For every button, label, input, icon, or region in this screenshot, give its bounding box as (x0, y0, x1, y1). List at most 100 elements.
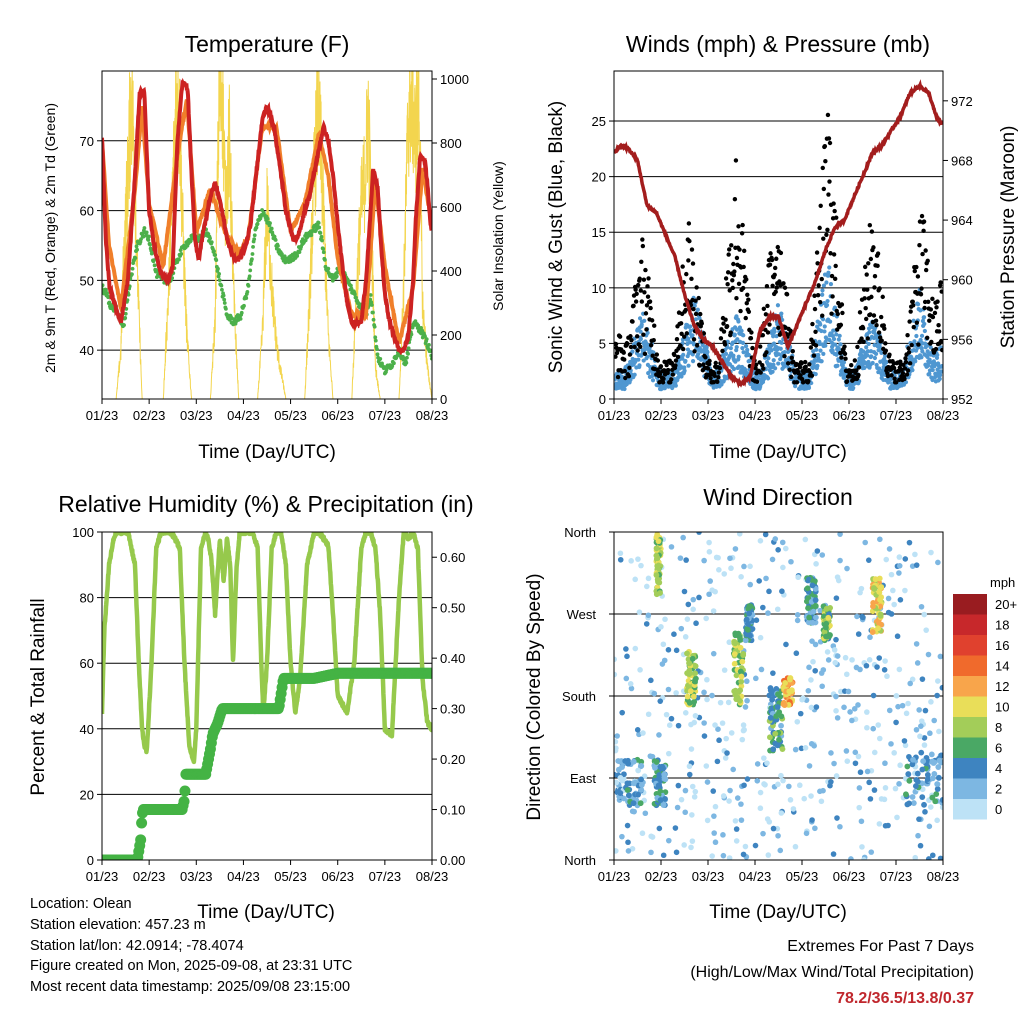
wind-direction-point (788, 687, 795, 694)
sonic-wind-point (865, 353, 870, 358)
wind-direction-point (674, 804, 681, 811)
gust-point (765, 303, 770, 309)
wind-direction-point (823, 605, 830, 612)
gust-point (689, 247, 695, 252)
dewpoint-point (122, 323, 126, 328)
wind-direction-point (897, 762, 903, 769)
sonic-wind-point (835, 363, 840, 368)
gust-point (790, 348, 795, 354)
dewpoint-point (273, 238, 278, 242)
wind-direction-point (704, 779, 711, 785)
gust-point (716, 370, 722, 375)
wind-direction-point (810, 658, 816, 665)
wind-direction-point (834, 715, 841, 721)
wind-direction-point (654, 532, 661, 538)
dewpoint-point (106, 295, 111, 300)
dewpoint-point (320, 238, 324, 243)
wind-direction-point (684, 616, 691, 622)
wind-direction-point (834, 574, 841, 580)
gust-point (623, 375, 628, 381)
precipitation-point (179, 785, 191, 797)
wind-direction-point (756, 578, 762, 584)
wind-direction-point (894, 814, 900, 821)
wind-direction-point (716, 737, 722, 744)
sonic-wind-point (830, 348, 835, 353)
temperature-title: Temperature (F) (185, 31, 350, 57)
wind-direction-point (934, 817, 940, 824)
gust-point (930, 314, 936, 320)
wind-direction-point (920, 758, 927, 765)
gust-point (767, 262, 773, 267)
wind-direction-point (921, 742, 928, 748)
sonic-wind-point (636, 357, 641, 362)
wind-direction-point (635, 767, 642, 774)
wind-direction-point (689, 783, 696, 790)
wind-direction-point (742, 704, 749, 710)
wind-direction-point (844, 565, 850, 572)
wind-direction-point (812, 667, 819, 674)
gust-point (638, 344, 643, 350)
sonic-wind-point (697, 316, 702, 321)
wind-direction-point (686, 699, 693, 706)
gust-point (904, 372, 910, 377)
wind-direction-y-label: Direction (Colored By Speed) (524, 573, 545, 820)
sonic-wind-point (774, 334, 779, 339)
wind-direction-point (685, 601, 692, 608)
gust-point (928, 307, 934, 312)
sonic-wind-point (882, 353, 888, 358)
wind-direction-point (721, 667, 728, 673)
station-location: Location: Olean (30, 896, 132, 912)
sonic-wind-point (914, 333, 919, 339)
wind-direction-point (778, 722, 784, 729)
wind-direction-point (886, 707, 893, 714)
wind-direction-point (937, 855, 943, 860)
gust-point (857, 310, 863, 315)
gust-point (621, 350, 626, 355)
gust-point (701, 362, 706, 367)
wind-direction-point (744, 776, 751, 782)
gust-point (750, 345, 755, 351)
wind-direction-point (833, 708, 839, 714)
wind-direction-point (696, 532, 702, 535)
dewpoint-point (276, 244, 280, 248)
wind-direction-y-tick-label: North (564, 525, 596, 540)
wind-direction-point (682, 809, 689, 816)
wind-direction-point (794, 617, 801, 624)
wind-direction-point (635, 556, 641, 562)
wind-direction-point (638, 763, 645, 769)
wind-direction-point (736, 532, 743, 537)
wind-direction-point (647, 753, 654, 759)
wind-direction-point (703, 615, 709, 622)
temperature-x-tick-label: 05/23 (274, 408, 307, 423)
wind-direction-point (628, 558, 634, 564)
wind-direction-point (681, 842, 687, 848)
gust-point (914, 264, 919, 270)
wind-direction-point (651, 690, 658, 697)
wind-direction-point (804, 585, 811, 592)
wind-direction-point (895, 703, 901, 710)
wind-direction-point (902, 742, 909, 749)
temp-2m-line (102, 77, 432, 355)
sonic-wind-point (736, 319, 741, 324)
wind-direction-point (682, 710, 689, 716)
wind-direction-point (767, 685, 774, 691)
wind-direction-point (761, 781, 767, 787)
wind-direction-point (876, 735, 883, 742)
gust-point (760, 362, 765, 368)
wind-direction-point (905, 771, 912, 777)
wind-direction-point (753, 675, 759, 682)
gust-point (744, 301, 749, 306)
gust-point (831, 201, 836, 206)
wind-direction-y-tick-label: East (570, 771, 596, 786)
wind-direction-point (855, 631, 862, 637)
gust-point (763, 312, 769, 317)
wind-direction-point (657, 797, 664, 803)
wind-direction-point (741, 563, 747, 570)
sonic-wind-point (827, 265, 832, 270)
sonic-wind-point (637, 316, 643, 321)
wind-direction-point (767, 734, 773, 741)
wind-direction-point (778, 772, 784, 779)
wind-direction-point (711, 813, 717, 819)
sonic-wind-point (822, 324, 827, 329)
gust-point (774, 256, 779, 261)
